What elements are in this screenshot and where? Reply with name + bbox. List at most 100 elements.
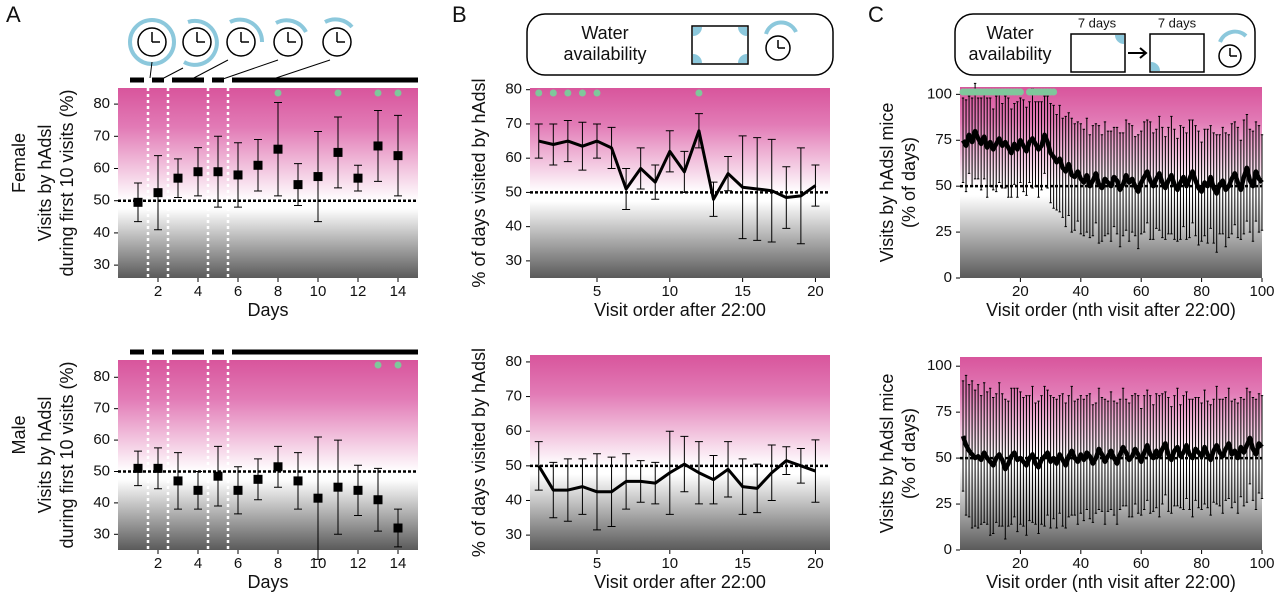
marker xyxy=(153,463,163,473)
marker xyxy=(293,476,303,486)
marker xyxy=(333,147,343,157)
y-tick-label: 25 xyxy=(935,495,952,512)
marker xyxy=(133,463,143,473)
x-tick-label: 14 xyxy=(390,283,407,300)
clock xyxy=(273,27,303,57)
y-axis-title: Visits by hAdsl xyxy=(35,125,55,242)
y-tick-label: 50 xyxy=(93,192,110,209)
x-axis-title: Visit order (nth visit after 22:00) xyxy=(986,572,1236,592)
x-tick-label: 40 xyxy=(1072,555,1089,572)
y-tick-label: 50 xyxy=(505,457,522,474)
header-box xyxy=(526,13,834,76)
x-axis-title: Visit order after 22:00 xyxy=(594,300,766,320)
x-tick-label: 40 xyxy=(1072,283,1089,300)
y-tick-label: 30 xyxy=(93,256,110,273)
header-b: Water availability xyxy=(526,13,834,76)
marker xyxy=(333,482,343,492)
error-bar xyxy=(811,439,820,503)
marker xyxy=(393,523,403,533)
panel-letter: B xyxy=(452,2,467,27)
plot-background xyxy=(530,88,830,278)
significance-dot xyxy=(549,89,557,97)
x-tick-label: 6 xyxy=(234,555,242,572)
significance-dot xyxy=(374,89,382,97)
x-tick-label: 2 xyxy=(154,555,162,572)
y-tick-label: 50 xyxy=(505,183,522,200)
marker xyxy=(233,485,243,495)
panel-letter: A xyxy=(6,2,21,27)
x-tick-label: 12 xyxy=(350,283,367,300)
water-corner xyxy=(1115,35,1124,44)
x-tick-label: 80 xyxy=(1193,555,1210,572)
clock-faces xyxy=(137,27,352,81)
header-text: availability xyxy=(563,44,646,64)
plot-background xyxy=(118,88,418,278)
line xyxy=(961,128,1264,196)
duration-label: 7 days xyxy=(1158,15,1197,30)
clock xyxy=(322,27,352,57)
cage xyxy=(691,25,749,65)
x-axis-title: Days xyxy=(247,572,288,592)
marker xyxy=(393,151,403,161)
y-axis-title: % of days visited by hAdsl xyxy=(469,78,489,287)
x-tick-label: 8 xyxy=(274,555,282,572)
y-tick-label: 40 xyxy=(505,491,522,508)
x-tick-label: 80 xyxy=(1193,283,1210,300)
clock xyxy=(182,27,212,57)
x-tick-label: 10 xyxy=(661,555,678,572)
marker xyxy=(273,462,283,472)
x-tick-label: 10 xyxy=(310,283,327,300)
header-text: Water xyxy=(581,23,628,43)
y-tick-label: 40 xyxy=(93,494,110,511)
significance-dot xyxy=(374,361,382,369)
y-tick-label: 25 xyxy=(935,223,952,240)
y-tick-label: 0 xyxy=(944,541,952,558)
y-tick-label: 50 xyxy=(935,177,952,194)
y-tick-label: 50 xyxy=(93,462,110,479)
water-arc xyxy=(1218,29,1248,43)
marker xyxy=(273,144,283,154)
marker xyxy=(213,471,223,481)
x-tick-label: 20 xyxy=(807,555,824,572)
y-tick-label: 80 xyxy=(505,81,522,98)
x-tick-label: 20 xyxy=(807,283,824,300)
y-tick-label: 0 xyxy=(944,269,952,286)
y-tick-label: 50 xyxy=(935,449,952,466)
significance-dot xyxy=(564,89,572,97)
significance-dot xyxy=(1050,88,1058,96)
significance-dot xyxy=(535,89,543,97)
x-tick-label: 14 xyxy=(390,555,407,572)
y-tick-label: 30 xyxy=(505,252,522,269)
y-tick-label: 40 xyxy=(93,224,110,241)
water-corner xyxy=(1151,62,1160,71)
x-tick-label: 12 xyxy=(350,555,367,572)
group-label: Female xyxy=(9,133,29,193)
marker xyxy=(213,167,223,177)
marker xyxy=(173,476,183,486)
marker xyxy=(293,180,303,190)
y-tick-label: 70 xyxy=(505,115,522,132)
plot-background xyxy=(118,360,418,550)
y-tick-label: 60 xyxy=(505,422,522,439)
arrow xyxy=(1128,47,1148,59)
x-tick-label: 100 xyxy=(1249,555,1274,572)
x-tick-label: 15 xyxy=(734,555,751,572)
x-tick-label: 10 xyxy=(310,555,327,572)
significance-dot xyxy=(1016,88,1024,96)
clock-hands xyxy=(1229,48,1237,57)
y-axis-title: (% of days) xyxy=(899,137,919,228)
error-bar xyxy=(961,380,965,492)
water-arc xyxy=(324,17,354,29)
marker xyxy=(153,188,163,198)
y-tick-label: 75 xyxy=(935,403,952,420)
clock xyxy=(137,27,167,57)
group-label: Male xyxy=(9,415,29,454)
water-arc xyxy=(229,17,265,43)
x-tick-label: 5 xyxy=(593,555,601,572)
y-tick-label: 80 xyxy=(505,353,522,370)
header-text: Water xyxy=(986,23,1033,43)
y-tick-label: 70 xyxy=(93,127,110,144)
marker xyxy=(353,173,363,183)
line xyxy=(960,435,1264,472)
